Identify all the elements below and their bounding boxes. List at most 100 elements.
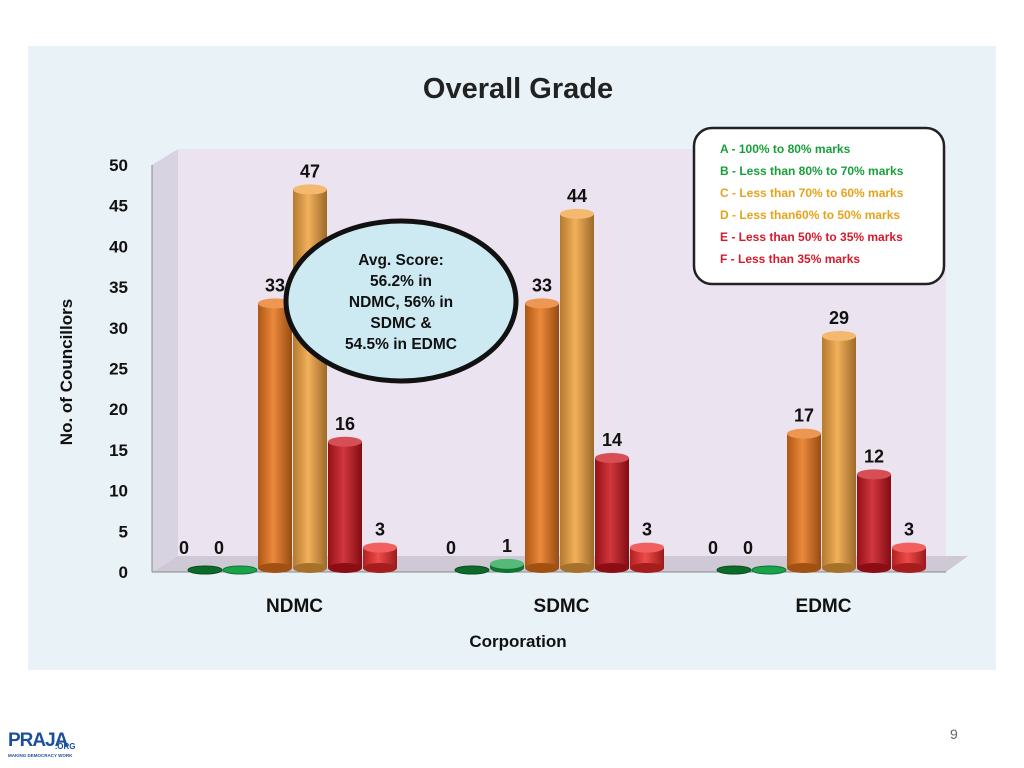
data-label: 44 [567,186,587,206]
bar [187,565,223,575]
legend: A - 100% to 80% marks B - Less than 80% t… [692,126,946,286]
page-number: 9 [950,726,958,742]
bar [328,436,362,573]
bar-top [525,298,559,309]
bar [822,330,856,573]
data-label: 0 [179,538,189,558]
bar-body [630,547,664,568]
bar [892,542,926,573]
y-tick-label: 15 [109,441,128,460]
bar [222,565,258,575]
y-tick-label: 5 [119,522,128,541]
data-label: 0 [743,538,753,558]
legend-item: D - Less than60% to 50% marks [720,208,900,222]
legend-item: C - Less than 70% to 60% marks [720,186,904,200]
data-label: 0 [446,538,456,558]
callout-line-1: Avg. Score: [358,252,444,269]
y-tick-label: 50 [109,156,128,175]
legend-box [692,126,946,286]
y-axis-title: No. of Councillors [57,299,76,445]
bar [630,542,664,573]
side-wall [152,149,178,572]
callout-ellipse [283,218,519,384]
y-tick-label: 45 [109,197,128,216]
chart-panel: Overall Grade 0 5 10 15 20 25 30 35 40 45 50 0 0 33 4… [28,46,996,670]
bar [857,469,891,573]
bar [716,565,752,575]
category-label: EDMC [796,596,852,617]
bar-body [787,433,821,568]
y-tick-label: 30 [109,319,128,338]
data-label: 0 [708,538,718,558]
bar-base [363,563,397,573]
bar-top [363,542,397,553]
data-label: 47 [300,161,320,181]
category-label: SDMC [534,596,590,617]
y-tick-label: 35 [109,278,128,297]
legend-item: F - Less than 35% marks [720,252,860,266]
data-label: 33 [532,275,552,295]
bar [595,453,629,573]
bar-body [595,458,629,568]
bar-top [293,184,327,195]
data-label: 14 [602,430,622,450]
legend-item: E - Less than 50% to 35% marks [720,230,903,244]
category-label: NDMC [266,596,323,617]
bar [560,208,594,573]
callout-line-4: SDMC & [370,315,431,332]
bar-base [822,563,856,573]
bar-body [822,335,856,568]
bar-top [328,436,362,447]
bar [363,542,397,573]
bar [293,184,327,573]
data-label: 29 [829,308,849,328]
bar-base [630,563,664,573]
bar-base [293,563,327,573]
bar [787,428,821,573]
legend-item: B - Less than 80% to 70% marks [720,164,904,178]
data-label: 0 [214,538,224,558]
bar-base [560,563,594,573]
bar-base [892,563,926,573]
data-label: 12 [864,446,884,466]
avg-score-callout: Avg. Score: 56.2% in NDMC, 56% in SDMC &… [283,218,519,384]
bar-zero-disc [751,565,787,575]
y-tick-label: 25 [109,360,128,379]
y-tick-label: 10 [109,482,128,501]
bar [751,565,787,575]
bar [525,298,559,573]
data-label: 1 [502,536,512,556]
bar-body [328,441,362,568]
bar-base [258,563,292,573]
x-axis-title: Corporation [469,632,566,651]
logo-wordmark: PRAJA [8,730,68,751]
chart-title: Overall Grade [423,73,613,105]
bar-top [892,542,926,553]
data-label: 16 [335,414,355,434]
bar-body [857,474,891,568]
bar-top [787,428,821,439]
bar-body [363,547,397,568]
logo-tagline: MAKING DEMOCRACY WORK [8,753,73,758]
logo-suffix: .ORG [55,742,76,751]
bar-top [822,330,856,341]
bar-base [787,563,821,573]
bar-body [892,547,926,568]
bar-zero-disc [222,565,258,575]
bar-top [595,453,629,464]
praja-logo: PRAJA .ORG MAKING DEMOCRACY WORK [8,726,78,760]
y-tick-label: 0 [119,563,128,582]
bar-zero-disc [187,565,223,575]
bar [454,565,490,575]
bar [258,298,292,573]
bar [490,558,524,573]
callout-line-3: NDMC, 56% in [349,294,453,311]
bar-zero-disc [716,565,752,575]
bar-top [630,542,664,553]
bar-top [857,469,891,480]
y-tick-label: 20 [109,400,128,419]
data-label: 3 [642,520,652,540]
bar-base [857,563,891,573]
data-label: 17 [794,406,814,426]
